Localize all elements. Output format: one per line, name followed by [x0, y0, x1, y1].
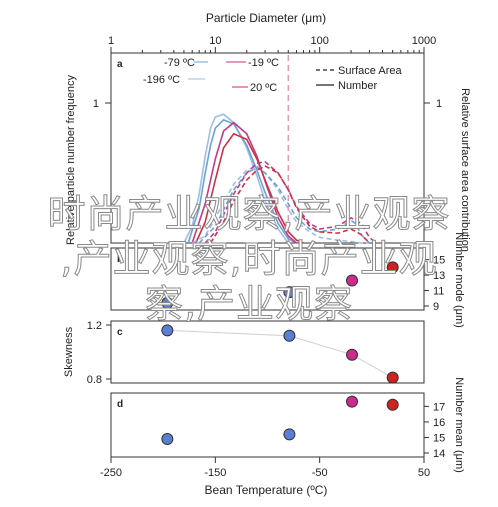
panel-d-ticks: 14 15 16 17 [424, 401, 445, 460]
panel-c-frame [110, 320, 425, 384]
y-tick-label: 15 [433, 255, 445, 267]
legend: Surface Area Number [316, 65, 402, 92]
legend-number: Number [338, 80, 377, 92]
data-point [283, 286, 296, 299]
legend-surface-area: Surface Area [338, 65, 402, 77]
curve-dashed-4 [191, 165, 370, 244]
left-axis-title: Relative particle number frequency [65, 75, 77, 245]
temp-label-neg196: -196 ºC [143, 74, 180, 86]
top-axis-ticks: 1 10 100 1000 [108, 35, 436, 53]
right-axis-title: Relative surface area contribution [459, 88, 471, 252]
panel-a-letter: a [117, 59, 123, 70]
top-tick-label: 1 [108, 35, 114, 47]
y-tick-label: 16 [433, 417, 445, 429]
curve-solid-1 [187, 118, 297, 244]
top-tick-label: 10 [209, 35, 221, 47]
right-tick-1-label: 1 [436, 98, 442, 110]
data-point [386, 371, 399, 384]
data-point [346, 274, 359, 287]
temperature-labels: -79 ºC -196 ºC -19 ºC 20 ºC [143, 57, 279, 94]
y-tick-label: 9 [433, 301, 439, 313]
data-point [283, 428, 296, 441]
data-point [283, 329, 296, 342]
y-tick-label: 15 [433, 432, 445, 444]
top-tick-label: 100 [310, 35, 328, 47]
panel-b-frame [110, 247, 425, 311]
y-tick-label: 17 [433, 401, 445, 413]
y-tick-label: 0.8 [87, 374, 102, 386]
data-point [346, 348, 359, 361]
bottom-axis-ticks: -250 -150 -50 50 [100, 457, 430, 479]
panel-a-frame [110, 52, 425, 244]
panel-c-axis-title: Skewness [63, 326, 75, 377]
distribution-curves [183, 113, 377, 244]
bottom-axis-title: Bean Temperature (ºC) [205, 483, 328, 497]
curve-dashed-5 [198, 166, 370, 244]
temp-label-neg19: -19 ºC [248, 57, 279, 69]
x-tick-label: -150 [204, 467, 226, 479]
panel-c-ticks: 0.8 1.2 [87, 320, 111, 386]
temp-label-neg79: -79 ºC [164, 57, 195, 69]
top-tick-label: 1000 [412, 35, 436, 47]
data-point [346, 395, 359, 408]
data-point [161, 296, 174, 309]
panel-b-points [161, 261, 399, 309]
temp-label-20: 20 ºC [250, 82, 277, 94]
panel-c-points [161, 324, 399, 384]
y-tick-label: 11 [433, 286, 444, 298]
curve-solid-2 [191, 121, 298, 244]
curve-dashed-6 [204, 160, 377, 244]
curve-solid-0 [183, 113, 289, 244]
y-tick-label: 14 [433, 448, 445, 460]
trend-line [167, 329, 393, 379]
panel-d-axis-title: Number mean (μm) [453, 377, 465, 473]
data-point [161, 433, 174, 445]
x-tick-label: -250 [100, 467, 122, 479]
panel-d-frame [110, 392, 425, 458]
left-tick-1-label: 1 [93, 98, 99, 110]
y-tick-label: 1.2 [87, 320, 102, 332]
top-axis-title: Particle Diameter (μm) [206, 11, 326, 25]
curve-solid-3 [195, 132, 304, 244]
x-tick-label: -50 [312, 467, 328, 479]
data-point [386, 398, 399, 411]
panel-b-axis-title: Number mode (μm) [453, 232, 465, 328]
x-tick-label: 50 [418, 467, 430, 479]
panel-d-letter: d [117, 399, 123, 410]
panel-c-letter: c [117, 327, 123, 338]
panel-b-ticks: 9 11 13 15 [424, 255, 445, 313]
panel-b-letter: b [117, 254, 123, 265]
y-tick-label: 13 [433, 270, 445, 282]
panel-d-points [161, 395, 399, 445]
data-point [386, 261, 399, 274]
curve-dashed-7 [209, 165, 370, 244]
data-point [161, 324, 174, 337]
